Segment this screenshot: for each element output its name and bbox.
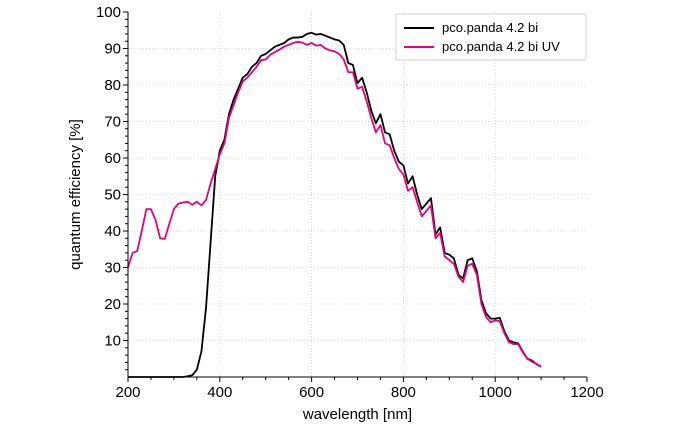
series-line-panda-bi-uv xyxy=(127,41,542,368)
y-tick-label-10: 10 xyxy=(104,333,121,350)
tick-labels: 200 400 600 800 1000 1200 10 20 30 40 50 60 70 80 90 10… xyxy=(96,4,604,401)
series-layer xyxy=(127,31,542,378)
legend-box xyxy=(395,13,587,61)
x-tick-label-800: 800 xyxy=(391,384,416,401)
y-tick-label-50: 50 xyxy=(104,187,121,204)
x-tick-label-600: 600 xyxy=(299,384,324,401)
axes xyxy=(123,11,588,382)
legend-label-panda-bi-uv: pco.panda 4.2 bi UV xyxy=(442,39,560,54)
y-tick-label-100: 100 xyxy=(96,4,121,21)
y-tick-label-90: 90 xyxy=(104,41,121,58)
series-line-panda-bi xyxy=(128,31,542,378)
y-axis-title: quantum efficiency [%] xyxy=(67,119,84,270)
x-tick-label-1200: 1200 xyxy=(570,384,603,401)
legend-label-panda-bi: pco.panda 4.2 bi xyxy=(442,20,538,35)
legend: pco.panda 4.2 bi pco.panda 4.2 bi UV xyxy=(395,13,587,61)
y-tick-label-40: 40 xyxy=(104,223,121,240)
y-tick-label-20: 20 xyxy=(104,296,121,313)
y-tick-label-60: 60 xyxy=(104,150,121,167)
x-axis-title: wavelength [nm] xyxy=(302,406,412,423)
y-tick-label-70: 70 xyxy=(104,114,121,131)
x-tick-label-1000: 1000 xyxy=(479,384,512,401)
y-tick-label-80: 80 xyxy=(104,77,121,94)
x-tick-label-200: 200 xyxy=(115,384,140,401)
y-tick-label-30: 30 xyxy=(104,260,121,277)
grid xyxy=(128,12,587,377)
x-tick-label-400: 400 xyxy=(207,384,232,401)
